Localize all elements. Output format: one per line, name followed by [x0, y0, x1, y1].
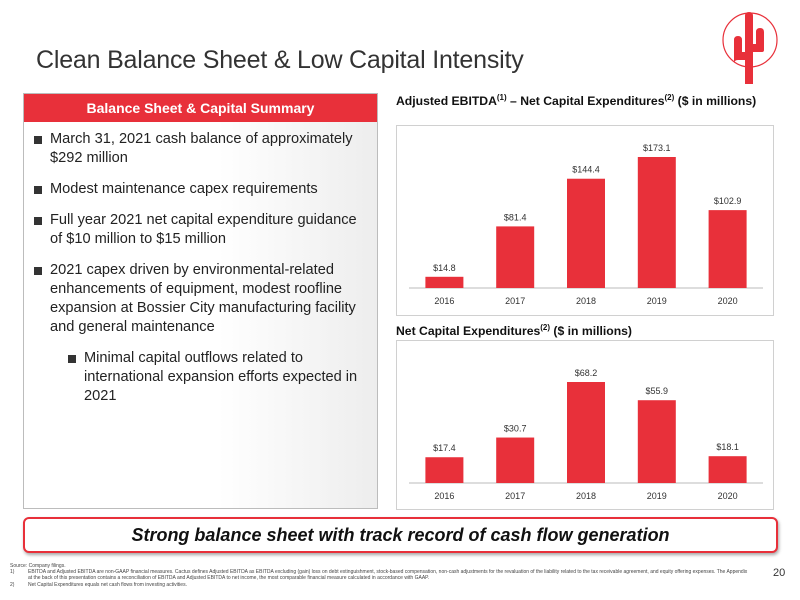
- tick-label-2019: 2019: [647, 491, 667, 501]
- footnote-2: 2) Net Capital Expenditures equals net c…: [10, 581, 187, 588]
- bar-2019: [637, 157, 676, 288]
- data-label-2017: $81.4: [504, 212, 527, 222]
- balance-sheet-panel: Balance Sheet & Capital Summary March 31…: [23, 93, 378, 509]
- data-label-2020: $102.9: [714, 196, 742, 206]
- data-label-2016: $14.8: [433, 263, 456, 273]
- chart-2-title: Net Capital Expenditures(2) ($ in millio…: [396, 323, 632, 339]
- bar-2016: [425, 457, 464, 483]
- tick-label-2018: 2018: [576, 296, 596, 306]
- bullet-item: Modest maintenance capex requirements: [34, 180, 367, 199]
- bar-2016: [425, 276, 464, 288]
- tick-label-2020: 2020: [718, 296, 738, 306]
- data-label-2018: $68.2: [575, 368, 598, 378]
- adjusted-ebitda-chart: $14.8 2016 $81.4 2017 $144.4 2018 $173.1 2019 $1…: [409, 143, 763, 306]
- data-label-2020: $18.1: [716, 442, 739, 452]
- bullet-list: March 31, 2021 cash balance of approxima…: [24, 122, 377, 406]
- bar-2020: [708, 210, 747, 288]
- chart-2-box: $17.4 2016 $30.7 2017 $68.2 2018 $55.9 2019 $18.…: [396, 340, 774, 510]
- tick-label-2016: 2016: [434, 491, 454, 501]
- tick-label-2019: 2019: [647, 296, 667, 306]
- data-label-2016: $17.4: [433, 443, 456, 453]
- data-label-2019: $173.1: [643, 143, 671, 153]
- bullet-item: March 31, 2021 cash balance of approxima…: [34, 130, 367, 168]
- data-label-2019: $55.9: [646, 386, 669, 396]
- tick-label-2020: 2020: [718, 491, 738, 501]
- bullet-item: Full year 2021 net capital expenditure g…: [34, 211, 367, 249]
- bar-2017: [496, 437, 535, 483]
- footnotes: Source: Company filings. 1) EBITDA and A…: [10, 563, 750, 588]
- panel-header: Balance Sheet & Capital Summary: [24, 94, 377, 122]
- data-label-2017: $30.7: [504, 424, 527, 434]
- bullet-item: 2021 capex driven by environmental-relat…: [34, 261, 367, 337]
- tick-label-2017: 2017: [505, 491, 525, 501]
- cactus-logo-icon: [722, 12, 778, 84]
- page-title: Clean Balance Sheet & Low Capital Intens…: [36, 46, 524, 74]
- bar-2017: [496, 226, 535, 288]
- page-number: 20: [773, 567, 786, 579]
- net-capex-chart: $17.4 2016 $30.7 2017 $68.2 2018 $55.9 2019 $18.…: [409, 368, 763, 501]
- bar-2020: [708, 456, 747, 483]
- tick-label-2018: 2018: [576, 491, 596, 501]
- bar-2018: [567, 382, 605, 483]
- bar-2018: [567, 178, 605, 288]
- summary-banner: Strong balance sheet with track record o…: [23, 517, 778, 553]
- sub-bullet-item: Minimal capital outflows related to inte…: [68, 349, 367, 406]
- tick-label-2017: 2017: [505, 296, 525, 306]
- tick-label-2016: 2016: [434, 296, 454, 306]
- data-label-2018: $144.4: [572, 165, 600, 175]
- chart-1-title: Adjusted EBITDA(1) – Net Capital Expendi…: [396, 93, 757, 109]
- footnote-1: 1) EBITDA and Adjusted EBITDA are non-GA…: [10, 569, 748, 582]
- chart-1-box: $14.8 2016 $81.4 2017 $144.4 2018 $173.1 2019 $1…: [396, 125, 774, 316]
- footnote-source: Source: Company filings.: [10, 563, 66, 569]
- bar-2019: [637, 400, 676, 483]
